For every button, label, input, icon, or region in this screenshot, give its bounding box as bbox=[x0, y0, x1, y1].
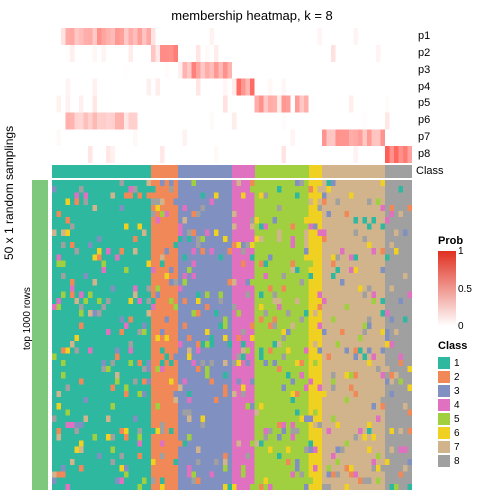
membership-heatmap bbox=[52, 180, 412, 490]
row-label: p3 bbox=[416, 62, 456, 79]
row-label: p5 bbox=[416, 96, 456, 113]
class-segment bbox=[151, 165, 178, 178]
class-segment bbox=[385, 165, 412, 178]
class-annotation-label: Class bbox=[416, 165, 444, 177]
class-legend-label: 2 bbox=[454, 372, 460, 383]
class-legend-label: 1 bbox=[454, 358, 460, 369]
chart-title: membership heatmap, k = 8 bbox=[0, 8, 504, 23]
class-legend-item: 3 bbox=[438, 384, 467, 398]
class-legend: Class 1 2 3 4 5 6 7 8 bbox=[438, 340, 467, 468]
class-segment bbox=[322, 165, 385, 178]
prob-tick: 0 bbox=[458, 321, 464, 332]
class-legend-label: 7 bbox=[454, 442, 460, 453]
class-legend-item: 4 bbox=[438, 398, 467, 412]
class-swatch bbox=[438, 371, 450, 383]
probability-heatmap bbox=[52, 28, 412, 163]
class-legend-title: Class bbox=[438, 340, 467, 352]
sampling-bar bbox=[32, 180, 48, 490]
y-axis-label-outer: 50 x 1 random samplings bbox=[2, 126, 16, 260]
class-legend-item: 6 bbox=[438, 426, 467, 440]
class-legend-label: 3 bbox=[454, 386, 460, 397]
class-segment bbox=[178, 165, 232, 178]
class-swatch bbox=[438, 385, 450, 397]
row-label: p7 bbox=[416, 129, 456, 146]
class-swatch bbox=[438, 427, 450, 439]
class-swatch bbox=[438, 413, 450, 425]
class-legend-item: 8 bbox=[438, 454, 467, 468]
row-labels: p1p2p3p4p5p6p7p8 bbox=[416, 28, 456, 178]
row-label: p6 bbox=[416, 112, 456, 129]
row-label: p4 bbox=[416, 79, 456, 96]
class-swatch bbox=[438, 441, 450, 453]
prob-tick: 0.5 bbox=[458, 284, 472, 295]
class-legend-label: 5 bbox=[454, 414, 460, 425]
class-legend-item: 1 bbox=[438, 356, 467, 370]
class-legend-item: 2 bbox=[438, 370, 467, 384]
class-segment bbox=[309, 165, 323, 178]
row-label: p1 bbox=[416, 28, 456, 45]
class-swatch bbox=[438, 399, 450, 411]
prob-gradient: 10.50 bbox=[438, 251, 456, 326]
class-legend-item: 5 bbox=[438, 412, 467, 426]
class-legend-label: 8 bbox=[454, 456, 460, 467]
class-annotation-bar bbox=[52, 165, 412, 178]
class-segment bbox=[52, 165, 151, 178]
class-legend-label: 4 bbox=[454, 400, 460, 411]
class-swatch bbox=[438, 455, 450, 467]
class-segment bbox=[255, 165, 309, 178]
class-swatch bbox=[438, 357, 450, 369]
class-segment bbox=[232, 165, 255, 178]
row-label: p8 bbox=[416, 146, 456, 163]
class-legend-label: 6 bbox=[454, 428, 460, 439]
prob-tick: 1 bbox=[458, 246, 464, 257]
row-label: p2 bbox=[416, 45, 456, 62]
probability-legend: Prob 10.50 bbox=[438, 235, 463, 328]
class-legend-item: 7 bbox=[438, 440, 467, 454]
